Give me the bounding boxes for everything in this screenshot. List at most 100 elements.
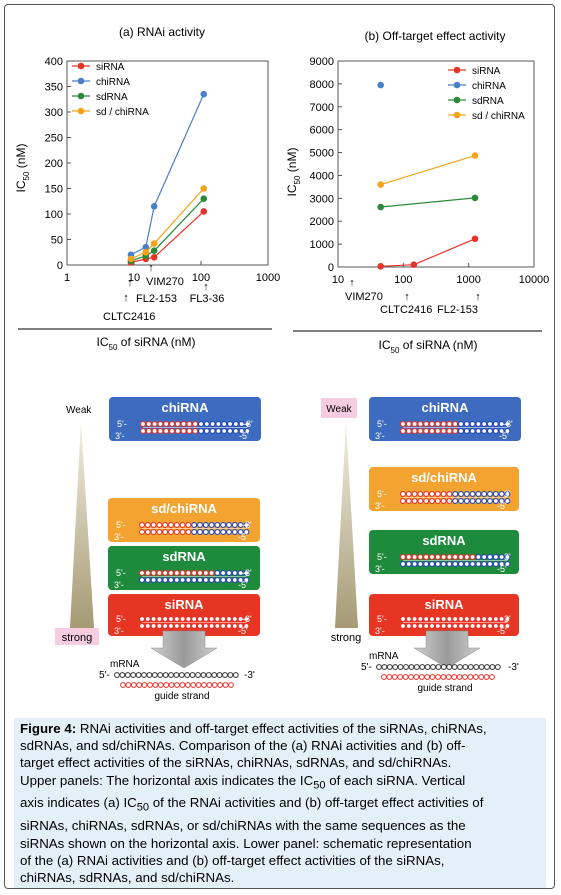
nucleotide-bead xyxy=(504,428,511,434)
nucleotide-bead xyxy=(191,529,198,535)
nucleotide-bead xyxy=(498,623,505,629)
nucleotide-bead xyxy=(487,421,493,427)
nucleotide-bead xyxy=(463,498,470,504)
nucleotide-bead xyxy=(408,664,415,670)
nucleotide-bead xyxy=(144,522,151,528)
y-tick-label: 1000 xyxy=(310,239,334,251)
nucleotide-bead xyxy=(173,672,180,678)
nucleotide-bead xyxy=(475,616,482,622)
nucleotide-bead xyxy=(478,674,485,680)
nucleotide-bead xyxy=(463,421,470,427)
chart-a-ylabel: IC50 (nM) xyxy=(14,144,31,193)
nucleotide-bead xyxy=(440,561,447,567)
nucleotide-bead xyxy=(400,491,406,497)
nucleotide-bead xyxy=(440,616,447,622)
nucleotide-bead xyxy=(208,616,215,622)
down-arrow-icon xyxy=(413,630,481,669)
nucleotide-bead xyxy=(146,672,153,678)
nucleotide-bead xyxy=(458,554,464,560)
nucleotide-bead xyxy=(469,421,476,427)
y-tick-label: 200 xyxy=(45,158,63,170)
nucleotide-bead xyxy=(487,428,493,434)
figure-frame xyxy=(4,4,555,889)
nucleotide-bead xyxy=(226,570,232,576)
nucleotide-bead xyxy=(119,672,126,678)
nucleotide-bead xyxy=(451,674,458,680)
chart-b: (b) Off-target effect activity 0 1000 2000… xyxy=(285,29,549,355)
nucleotide-bead xyxy=(400,421,406,427)
legend-marker xyxy=(453,81,461,89)
nucleotide-bead xyxy=(467,674,474,680)
nucleotide-bead xyxy=(208,623,215,629)
nucleotide-bead xyxy=(156,529,163,535)
nucleotide-bead xyxy=(419,664,426,670)
prime5-label: 5'- xyxy=(99,670,110,681)
nucleotide-bead xyxy=(238,428,245,434)
nucleotide-bead xyxy=(417,554,424,560)
data-point xyxy=(150,247,158,255)
strength-gradient-triangle xyxy=(70,421,94,628)
nucleotide-bead xyxy=(434,623,441,629)
series-line xyxy=(130,93,205,256)
nucleotide-bead xyxy=(114,672,120,678)
data-point xyxy=(200,185,208,192)
nucleotide-bead xyxy=(423,561,430,567)
nucleotide-bead xyxy=(440,491,447,497)
nucleotide-bead xyxy=(481,421,488,427)
nucleotide-bead xyxy=(434,498,441,504)
prime3-label: -3' xyxy=(244,670,255,681)
nucleotide-bead xyxy=(162,672,169,678)
arrow-icon: ↑ xyxy=(203,281,209,293)
nucleotide-bead xyxy=(411,491,418,497)
nucleotide-bead xyxy=(221,421,228,427)
nucleotide-bead xyxy=(139,522,145,528)
nucleotide-bead xyxy=(400,428,406,434)
prime3-label: -3' xyxy=(242,614,252,624)
nucleotide-bead xyxy=(458,561,464,567)
nucleotide-bead xyxy=(179,529,186,535)
data-point xyxy=(142,243,150,251)
nucleotide-bead xyxy=(150,529,157,535)
data-point xyxy=(471,152,479,159)
nucleotide-bead xyxy=(174,682,180,688)
nucleotide-bead xyxy=(140,428,146,434)
prime5-label: -5' xyxy=(238,532,248,542)
arrow-icon: ↑ xyxy=(404,291,410,303)
data-point xyxy=(377,181,384,188)
nucleotide-bead xyxy=(151,421,158,427)
chart-b-plot-frame xyxy=(337,60,535,268)
nucleotide-bead xyxy=(190,682,197,688)
nucleotide-bead xyxy=(434,428,441,434)
chart-a-y-axis: 0 50 100 150 200 250 300 350 400 xyxy=(45,56,71,272)
nucleotide-bead xyxy=(381,664,388,670)
y-tick-label: 50 xyxy=(51,235,63,247)
chart-a-x-axis: 1 10 100 1000 xyxy=(64,261,280,284)
chart-a-point-labels: ↑ VIM270 ↑ FL2-153 ↑ CLTC2416 ↑ FL3-36 xyxy=(103,262,224,323)
legend-marker xyxy=(453,66,461,74)
nucleotide-bead xyxy=(481,623,488,629)
nucleotide-bead xyxy=(423,616,430,622)
nucleotide-bead xyxy=(446,616,453,622)
data-point xyxy=(200,90,208,98)
nucleotide-bead xyxy=(150,616,157,622)
prime5-label: 5'- xyxy=(377,614,387,624)
nucleotide-bead xyxy=(157,421,164,427)
nucleotide-bead xyxy=(214,570,221,576)
prime5-label: 5'- xyxy=(117,419,127,429)
nucleotide-bead xyxy=(405,421,412,427)
nucleotide-bead xyxy=(400,561,406,567)
chart-a-xlabel: IC50 of siRNA (nM) xyxy=(97,335,196,352)
nucleotide-bead xyxy=(203,421,210,427)
nucleotide-bead xyxy=(381,674,387,680)
nucleotide-bead xyxy=(168,522,174,528)
nucleotide-bead xyxy=(487,498,493,504)
nucleotide-bead xyxy=(498,491,505,497)
nucleotide-bead xyxy=(504,554,511,560)
nucleotide-bead xyxy=(156,623,163,629)
prime5-label: 5'- xyxy=(116,614,126,624)
nucleotide-bead xyxy=(220,522,227,528)
nucleotide-bead xyxy=(169,428,175,434)
nucleotide-bead xyxy=(376,664,382,670)
nucleotide-bead xyxy=(411,428,418,434)
x-tick-label: 10000 xyxy=(519,274,550,286)
